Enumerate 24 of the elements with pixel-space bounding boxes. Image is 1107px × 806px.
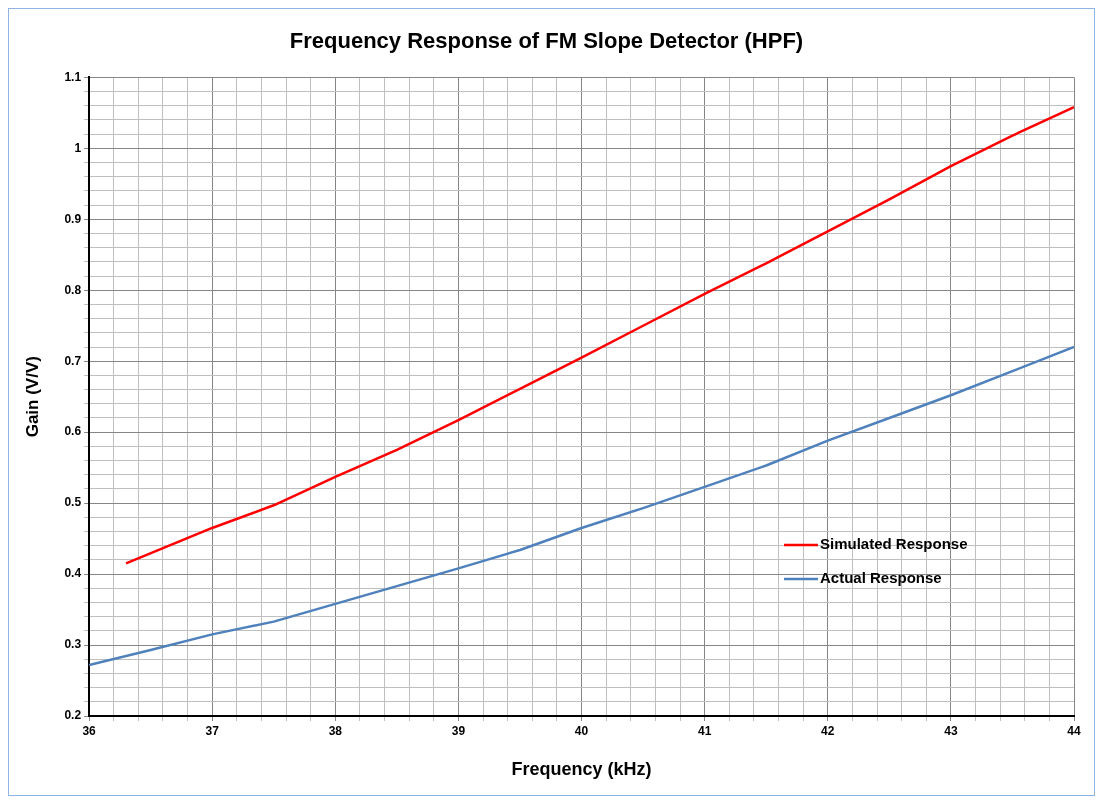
x-tick-label: 42 bbox=[821, 723, 835, 738]
y-tick-label: 0.3 bbox=[64, 637, 82, 652]
y-tick-label: 0.4 bbox=[64, 566, 82, 581]
y-tick-label: 0.8 bbox=[64, 282, 82, 297]
x-tick-label: 41 bbox=[697, 723, 712, 738]
y-tick-label: 1 bbox=[74, 140, 82, 155]
chart-title: Frequency Response of FM Slope Detector (HPF) bbox=[289, 28, 804, 54]
y-tick-label: 0.6 bbox=[64, 424, 82, 439]
x-axis-title: Frequency (kHz) bbox=[511, 759, 652, 780]
y-tick-label: 0.7 bbox=[64, 353, 82, 368]
x-tick-label: 37 bbox=[205, 723, 220, 738]
x-tick-label: 43 bbox=[944, 723, 958, 738]
y-tick-label: 1.1 bbox=[64, 69, 82, 84]
y-axis-title: Gain (V/V) bbox=[22, 356, 42, 438]
y-tick-label: 0.9 bbox=[64, 211, 82, 226]
x-tick-label: 36 bbox=[82, 723, 97, 738]
y-tick-label: 0.2 bbox=[64, 708, 82, 723]
legend-label: Simulated Response bbox=[820, 535, 968, 553]
legend-label: Actual Response bbox=[820, 569, 942, 587]
x-tick-label: 38 bbox=[328, 723, 343, 738]
x-tick-label: 40 bbox=[574, 723, 589, 738]
x-tick-label: 39 bbox=[451, 723, 466, 738]
y-tick-label: 0.5 bbox=[64, 495, 82, 510]
x-tick-label: 44 bbox=[1067, 723, 1081, 738]
